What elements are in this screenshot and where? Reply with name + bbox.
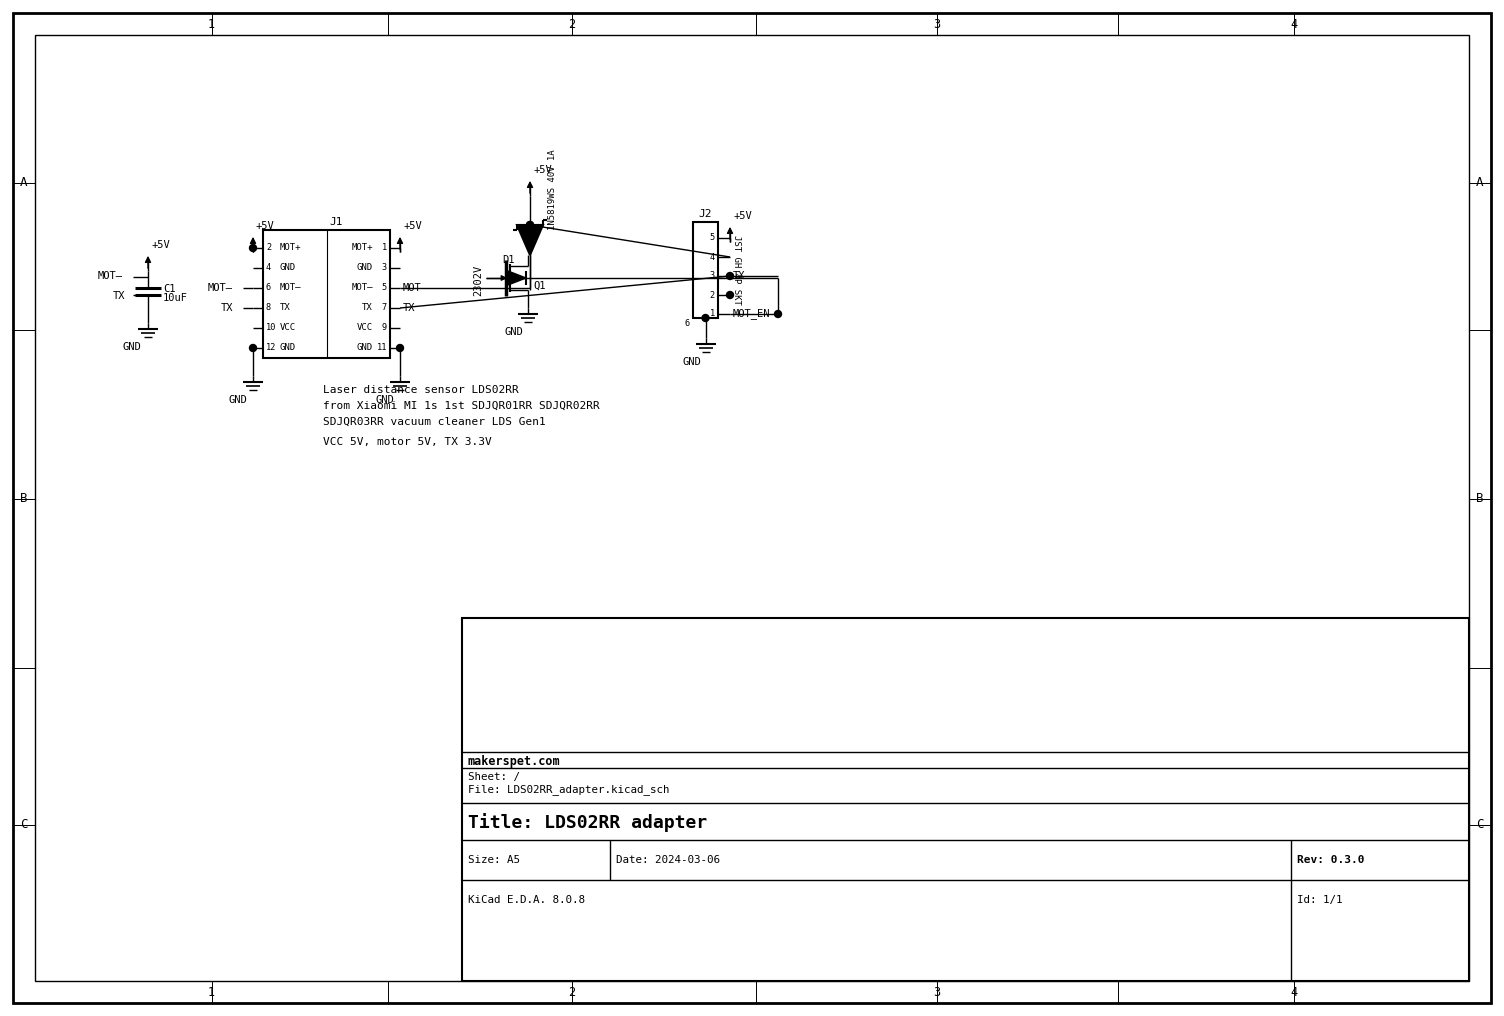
Text: GND: GND (280, 343, 296, 353)
Text: MOT–: MOT– (403, 283, 429, 293)
Text: GND: GND (123, 342, 141, 352)
Text: 5: 5 (710, 234, 714, 243)
Text: 2: 2 (569, 986, 576, 999)
Text: 7: 7 (382, 304, 387, 313)
Text: 10: 10 (266, 323, 277, 332)
Text: VCC 5V, motor 5V, TX 3.3V: VCC 5V, motor 5V, TX 3.3V (323, 437, 492, 447)
Bar (693, 223, 717, 318)
Text: 11: 11 (376, 343, 387, 353)
Text: Q1: Q1 (532, 281, 546, 291)
Text: KiCad E.D.A. 8.0.8: KiCad E.D.A. 8.0.8 (468, 895, 585, 905)
Text: B: B (20, 493, 27, 506)
Text: VCC: VCC (280, 323, 296, 332)
Text: 2: 2 (266, 244, 271, 253)
Text: 5: 5 (382, 283, 387, 293)
Text: MOT+: MOT+ (352, 244, 373, 253)
Circle shape (726, 292, 734, 299)
Text: Size: A5: Size: A5 (468, 855, 520, 865)
Text: 4: 4 (266, 263, 271, 272)
Text: 6: 6 (684, 319, 690, 328)
Text: MOT_EN: MOT_EN (732, 309, 770, 319)
Text: 1: 1 (382, 244, 387, 253)
Circle shape (726, 272, 734, 279)
Text: 2: 2 (710, 291, 714, 300)
Circle shape (526, 221, 534, 229)
Text: A: A (20, 176, 27, 189)
Text: TX: TX (113, 291, 125, 301)
Text: +5V: +5V (732, 211, 752, 221)
Circle shape (397, 344, 403, 352)
Text: JST GH 4P SKT: JST GH 4P SKT (731, 235, 740, 305)
Circle shape (775, 311, 782, 317)
Text: 10uF: 10uF (162, 293, 188, 303)
Text: VCC: VCC (356, 323, 373, 332)
Text: SDJQR03RR vacuum cleaner LDS Gen1: SDJQR03RR vacuum cleaner LDS Gen1 (323, 417, 546, 427)
Circle shape (702, 315, 708, 321)
Text: 6: 6 (266, 283, 271, 293)
Text: D1: D1 (502, 255, 514, 265)
Text: 3: 3 (934, 986, 940, 999)
Text: J2: J2 (699, 209, 713, 219)
Text: Laser distance sensor LDS02RR: Laser distance sensor LDS02RR (323, 385, 519, 395)
Text: File: LDS02RR_adapter.kicad_sch: File: LDS02RR_adapter.kicad_sch (468, 784, 669, 796)
Bar (263, 230, 390, 358)
Text: TX: TX (221, 303, 233, 313)
Text: +5V: +5V (150, 240, 170, 250)
Text: Rev: 0.3.0: Rev: 0.3.0 (1296, 855, 1364, 865)
Text: GND: GND (356, 343, 373, 353)
Text: +5V: +5V (403, 221, 421, 231)
Text: TX: TX (280, 304, 290, 313)
Text: 3: 3 (934, 17, 940, 30)
Polygon shape (517, 225, 543, 255)
Text: GND: GND (229, 395, 247, 405)
Bar (462, 618, 1469, 981)
Text: MOT+: MOT+ (280, 244, 301, 253)
Text: C: C (20, 818, 27, 831)
Text: 1: 1 (208, 986, 215, 999)
Polygon shape (508, 271, 526, 285)
Text: 4: 4 (1290, 17, 1296, 30)
Text: GND: GND (683, 357, 701, 367)
Text: MOT–: MOT– (280, 283, 301, 293)
Text: 1: 1 (710, 310, 714, 318)
Text: Title: LDS02RR adapter: Title: LDS02RR adapter (468, 814, 707, 832)
Text: MOT–: MOT– (352, 283, 373, 293)
Text: 8: 8 (266, 304, 271, 313)
Text: 3: 3 (710, 271, 714, 280)
Text: B: B (1477, 493, 1484, 506)
Text: J1: J1 (329, 217, 343, 227)
Text: C1: C1 (162, 284, 176, 294)
Text: MOT–: MOT– (98, 271, 123, 281)
Text: 4: 4 (710, 253, 714, 261)
Text: 2302V: 2302V (472, 264, 483, 296)
Circle shape (250, 344, 257, 352)
Text: GND: GND (376, 395, 394, 405)
Text: from Xiaomi MI 1s 1st SDJQR01RR SDJQR02RR: from Xiaomi MI 1s 1st SDJQR01RR SDJQR02R… (323, 401, 600, 411)
Text: GND: GND (356, 263, 373, 272)
Text: TX: TX (732, 271, 746, 281)
Text: A: A (1477, 176, 1484, 189)
Text: makerspet.com: makerspet.com (468, 756, 561, 768)
Text: C: C (1477, 818, 1484, 831)
Text: TX: TX (403, 303, 415, 313)
Text: GND: GND (280, 263, 296, 272)
Text: 4: 4 (1290, 986, 1296, 999)
Text: +5V: +5V (532, 165, 552, 175)
Text: TX: TX (362, 304, 373, 313)
Text: MOT–: MOT– (208, 283, 233, 293)
Text: GND: GND (505, 327, 523, 337)
Circle shape (250, 245, 257, 252)
Text: 9: 9 (382, 323, 387, 332)
Text: +5V: +5V (256, 221, 275, 231)
Text: 1: 1 (208, 17, 215, 30)
Text: Id: 1/1: Id: 1/1 (1296, 895, 1343, 905)
Text: 2: 2 (569, 17, 576, 30)
Text: Sheet: /: Sheet: / (468, 772, 520, 782)
Text: 3: 3 (382, 263, 387, 272)
Circle shape (526, 221, 534, 229)
Text: 1N5819WS 40V 1A: 1N5819WS 40V 1A (547, 149, 556, 230)
Text: Date: 2024-03-06: Date: 2024-03-06 (617, 855, 720, 865)
Text: 12: 12 (266, 343, 277, 353)
